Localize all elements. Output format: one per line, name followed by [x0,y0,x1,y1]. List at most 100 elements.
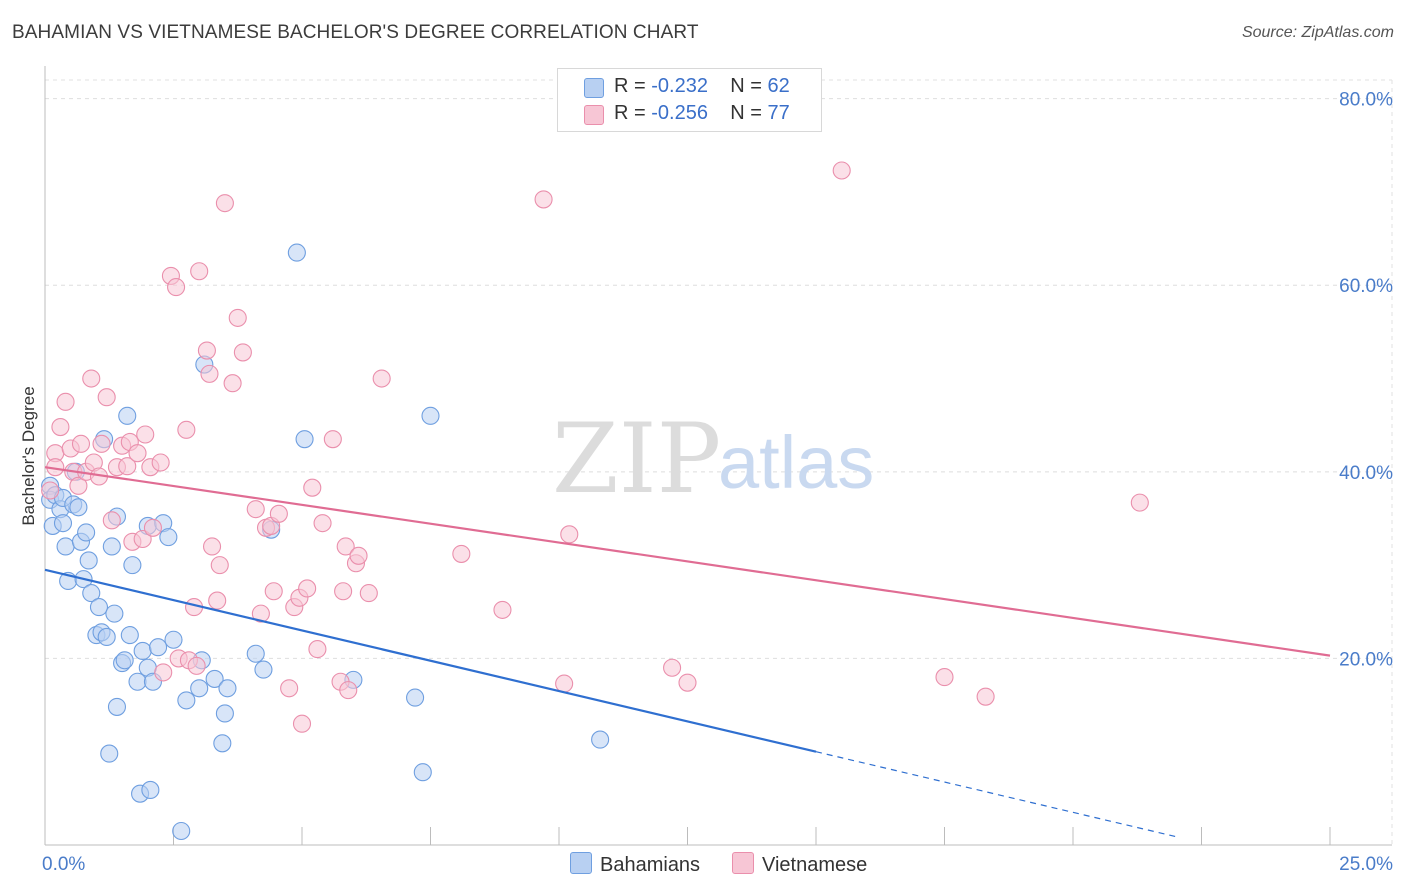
bahamians-point [190,679,209,698]
bahamians-point [56,537,75,556]
legend-r-label: R = [614,102,646,124]
legend-n-value: 62 [767,75,790,97]
axes [44,66,1392,846]
bahamians-point [133,641,152,661]
vietnamese-point [292,714,312,733]
vietnamese-point [97,388,116,407]
data-points [41,161,1149,841]
vietnamese-point [167,278,186,297]
bahamians-point [218,679,237,698]
bahamians-point [149,638,168,657]
bahamians-point [164,630,183,649]
legend-r-value: -0.256 [651,102,708,124]
legend-n-label: N = [730,75,762,97]
vietnamese-point [51,417,70,437]
bahamians-point [89,598,109,617]
vietnamese-point [133,529,152,549]
bahamians-point [69,498,88,517]
vietnamese-point [69,476,88,495]
vietnamese-point [215,194,234,213]
y-axis-label: Bachelor's Degree [19,386,38,525]
bahamians-point [406,688,425,707]
bahamians-point [591,730,610,749]
vietnamese-point [663,658,682,677]
bahamians-point [246,644,265,663]
vietnamese-label: Vietnamese [762,854,868,876]
vietnamese-point [41,481,60,500]
bahamians-point [102,537,121,556]
x-tick-labels: 0.0% 25.0% [42,854,1393,875]
y-tick-labels: 20.0% 40.0% 60.0% 80.0% [1339,90,1393,671]
vietnamese-point [935,668,954,687]
legend-swatch-blue [584,78,604,98]
bahamians-point [215,704,234,723]
vietnamese-point [187,656,206,675]
bahamians-point [118,406,137,425]
vietnamese-point [128,444,147,463]
bahamians-point [421,406,440,425]
vietnamese-point [71,434,91,453]
bahamians-point [128,672,147,691]
y-tick-label: 20.0% [1339,649,1393,670]
bahamians-point [120,626,139,645]
vietnamese-point [154,663,173,682]
bahamians-point [53,514,73,533]
legend-bahamians[interactable]: Bahamians [570,852,700,877]
y-tick-label: 80.0% [1339,90,1393,111]
bahamians-point [79,551,98,570]
vietnamese-point [251,604,270,623]
legend-n-value: 77 [767,102,790,124]
vietnamese-point [678,673,697,692]
vietnamese-point [493,600,512,619]
vietnamese-point [228,308,247,327]
vietnamese-point [334,582,353,601]
vietnamese-point [82,369,101,388]
bahamians-point [100,744,119,763]
vietnamese-point [233,343,252,362]
vietnamese-point [210,556,229,575]
vietnamese-point [280,679,299,698]
bahamians-point [295,430,314,449]
bahamians-point [413,763,432,782]
vietnamese-point [56,392,75,411]
vietnamese-point [452,544,471,563]
vietnamese-trend-line [44,466,1331,657]
bahamians-trend-extension [815,751,1176,838]
vietnamese-point [359,584,378,603]
bahamians-point [254,660,273,679]
vietnamese-point [313,514,332,533]
vietnamese-point [143,518,162,537]
vietnamese-point [264,582,283,601]
trend-lines [44,466,1331,838]
vietnamese-point [560,525,579,544]
vietnamese-point [102,511,121,530]
legend-r-value: -0.232 [651,75,708,97]
bahamians-swatch [570,852,592,874]
watermark-zip: ZIP [552,403,721,515]
vietnamese-point [200,364,219,383]
bahamians-point [205,669,224,688]
bahamians-point [123,556,142,575]
vietnamese-point [308,640,327,659]
vietnamese-point [203,537,222,556]
bahamians-point [159,528,178,547]
legend-swatch-pink [584,105,604,125]
vietnamese-point [372,369,391,388]
bahamians-point [287,243,306,262]
vietnamese-point [832,161,851,180]
legend-vietnamese[interactable]: Vietnamese [732,852,867,877]
legend-n-label: N = [730,102,762,124]
bahamians-point [107,697,127,716]
vietnamese-point [298,579,317,598]
vietnamese-point [208,591,227,610]
bahamians-point [141,780,160,800]
bahamians-point [177,691,196,710]
vietnamese-point [92,434,111,453]
vietnamese-point [177,420,196,439]
bahamians-trend-line [44,568,817,753]
legend-r-label: R = [614,75,646,97]
chart-title: BAHAMIAN VS VIETNAMESE BACHELOR'S DEGREE… [12,22,699,43]
y-tick-label: 40.0% [1339,463,1393,484]
bahamians-point [82,584,101,603]
